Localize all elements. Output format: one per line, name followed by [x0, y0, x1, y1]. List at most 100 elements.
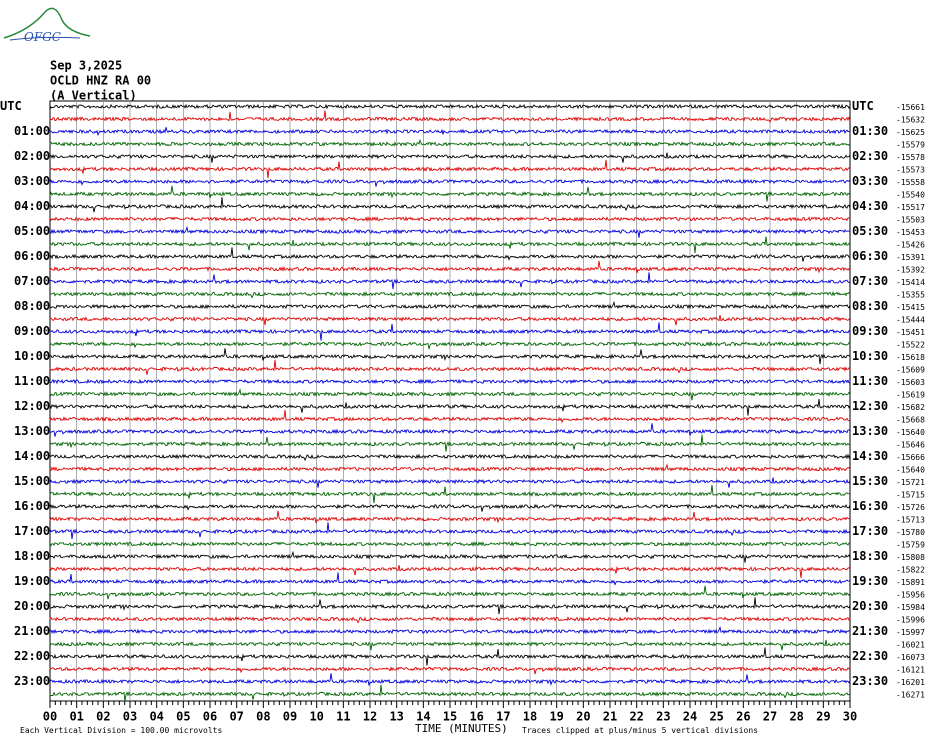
offset-label: -15573 [896, 166, 925, 175]
right-time-label: 01:30 [852, 124, 888, 138]
trace [49, 359, 851, 375]
offset-label: -15640 [896, 466, 925, 475]
offset-label: -15414 [896, 278, 925, 287]
x-tick-label: 20 [576, 710, 590, 724]
scale-note: Each Vertical Division = 100.00 microvol… [20, 726, 222, 735]
trace [49, 260, 851, 274]
left-time-label: 03:00 [14, 174, 50, 188]
offset-label: -15891 [896, 578, 925, 587]
offset-label: -15780 [896, 528, 925, 537]
x-tick-label: 15 [443, 710, 457, 724]
right-time-label: 08:30 [852, 299, 888, 313]
offset-label: -15984 [896, 603, 925, 612]
trace [49, 484, 851, 504]
offset-label: -15578 [896, 153, 925, 162]
x-tick-label: 18 [523, 710, 537, 724]
offset-label: -15759 [896, 541, 925, 550]
trace [49, 103, 851, 110]
trace [49, 522, 851, 540]
trace [49, 616, 850, 624]
trace [49, 138, 851, 147]
right-time-label: 20:30 [852, 599, 888, 613]
right-time-label: 05:30 [852, 224, 888, 238]
left-time-label: 23:00 [14, 674, 50, 688]
clip-note: Traces clipped at plus/minus 5 vertical … [522, 726, 758, 735]
trace [49, 348, 851, 365]
x-tick-label: 24 [683, 710, 697, 724]
offset-label: -15579 [896, 141, 925, 150]
right-time-label: 22:30 [852, 649, 888, 663]
x-tick-label: 10 [309, 710, 323, 724]
offset-label: -15355 [896, 291, 925, 300]
trace [49, 565, 851, 579]
x-axis-title: TIME (MINUTES) [415, 722, 508, 735]
offset-label: -15625 [896, 128, 925, 137]
right-time-label: 21:30 [852, 624, 888, 638]
x-tick-label: 11 [336, 710, 350, 724]
trace [49, 315, 851, 326]
trace [49, 178, 851, 187]
offset-label: -15451 [896, 328, 925, 337]
trace [49, 463, 851, 472]
x-tick-label: 29 [816, 710, 830, 724]
station: OCLD HNZ RA 00 [50, 74, 151, 88]
offset-label: -16201 [896, 678, 925, 687]
offset-label: -15609 [896, 366, 925, 375]
left-time-label: 06:00 [14, 249, 50, 263]
x-tick-label: 07 [229, 710, 243, 724]
offset-label: -15715 [896, 491, 925, 500]
trace [49, 152, 851, 163]
offset-label: -15666 [896, 453, 925, 462]
right-time-label: 10:30 [852, 349, 888, 363]
offset-label: -15640 [896, 428, 925, 437]
offset-label: -15808 [896, 553, 925, 562]
left-time-label: 05:00 [14, 224, 50, 238]
offset-label: -15603 [896, 378, 925, 387]
offset-label: -15721 [896, 478, 925, 487]
left-time-label: 22:00 [14, 649, 50, 663]
trace [49, 510, 851, 524]
offset-label: -15503 [896, 216, 925, 225]
left-time-label: 20:00 [14, 599, 50, 613]
x-tick-label: 06 [203, 710, 217, 724]
right-time-label: UTC [852, 99, 874, 113]
offset-label: -15619 [896, 391, 925, 400]
trace [49, 236, 851, 254]
offset-label: -15956 [896, 591, 925, 600]
x-tick-label: 16 [469, 710, 483, 724]
trace [49, 585, 851, 600]
offset-label: -15558 [896, 178, 925, 187]
left-time-label: 21:00 [14, 624, 50, 638]
offset-label: -15668 [896, 416, 925, 425]
left-time-label: 09:00 [14, 324, 50, 338]
trace [49, 625, 851, 635]
offset-label: -15822 [896, 566, 925, 575]
x-tick-label: 13 [389, 710, 403, 724]
offset-label: -15540 [896, 191, 925, 200]
x-tick-label: 01 [69, 710, 83, 724]
offset-label: -15632 [896, 116, 925, 125]
right-time-label: 17:30 [852, 524, 888, 538]
offset-label: -15726 [896, 503, 925, 512]
offset-label: -15661 [896, 103, 925, 112]
trace [49, 272, 851, 290]
x-tick-label: 30 [843, 710, 857, 724]
component: (A Vertical) [50, 89, 137, 103]
left-time-label: 10:00 [14, 349, 50, 363]
trace [49, 225, 851, 238]
left-time-label: 07:00 [14, 274, 50, 288]
x-tick-label: 19 [549, 710, 563, 724]
x-tick-label: 04 [149, 710, 163, 724]
left-time-label: 14:00 [14, 449, 50, 463]
x-tick-label: 21 [603, 710, 617, 724]
trace [49, 477, 851, 488]
offset-label: -15392 [896, 266, 925, 275]
trace [49, 597, 851, 615]
offset-label: -15618 [896, 353, 925, 362]
right-time-label: 15:30 [852, 474, 888, 488]
right-time-label: 13:30 [852, 424, 888, 438]
x-tick-label: 27 [763, 710, 777, 724]
left-time-label: 02:00 [14, 149, 50, 163]
trace [49, 673, 851, 686]
